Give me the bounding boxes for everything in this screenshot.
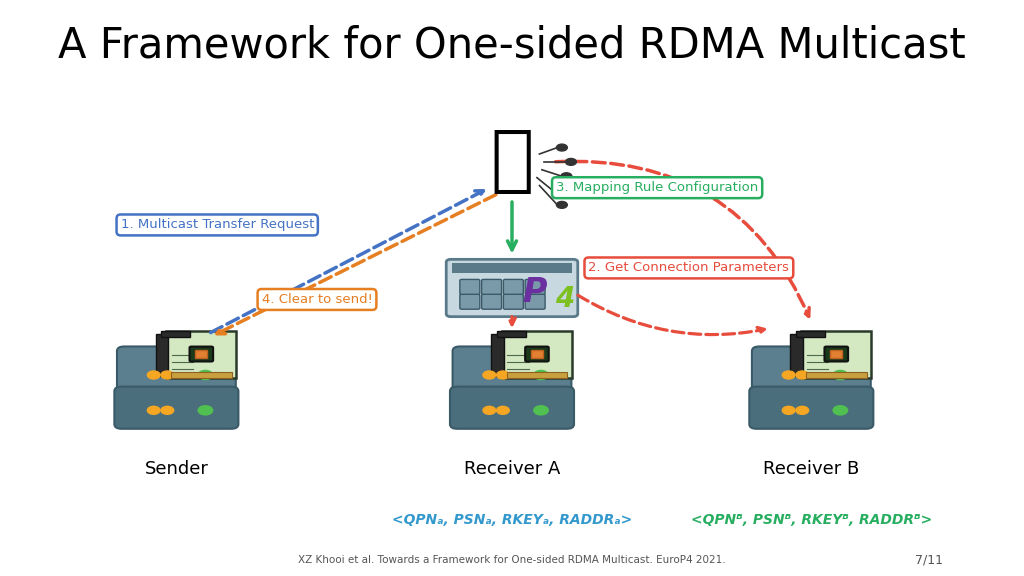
Text: <QPNₐ, PSNₐ, RKEYₐ, RADDRₐ>: <QPNₐ, PSNₐ, RKEYₐ, RADDRₐ>	[392, 513, 632, 527]
Circle shape	[561, 173, 571, 180]
Circle shape	[552, 187, 563, 194]
Circle shape	[782, 371, 795, 379]
Circle shape	[147, 406, 160, 414]
FancyArrowPatch shape	[211, 191, 483, 332]
FancyArrowPatch shape	[508, 202, 516, 250]
FancyBboxPatch shape	[504, 279, 523, 294]
FancyBboxPatch shape	[156, 334, 168, 376]
Circle shape	[161, 406, 174, 414]
FancyBboxPatch shape	[830, 350, 842, 358]
FancyBboxPatch shape	[460, 279, 480, 294]
Text: 2. Get Connection Parameters: 2. Get Connection Parameters	[589, 262, 790, 274]
Text: 4. Clear to send!: 4. Clear to send!	[261, 293, 373, 306]
Circle shape	[565, 158, 577, 165]
Circle shape	[199, 406, 213, 415]
FancyBboxPatch shape	[752, 347, 870, 397]
FancyBboxPatch shape	[189, 347, 213, 362]
Circle shape	[147, 371, 160, 379]
FancyBboxPatch shape	[531, 350, 543, 358]
FancyBboxPatch shape	[504, 294, 523, 309]
Text: 7/11: 7/11	[914, 554, 943, 567]
FancyBboxPatch shape	[750, 386, 873, 429]
FancyArrowPatch shape	[556, 161, 809, 316]
FancyBboxPatch shape	[525, 279, 545, 294]
FancyArrowPatch shape	[217, 195, 496, 334]
Circle shape	[161, 371, 174, 379]
Circle shape	[556, 144, 567, 151]
Circle shape	[497, 371, 509, 379]
FancyBboxPatch shape	[507, 372, 567, 378]
Circle shape	[556, 202, 567, 209]
FancyBboxPatch shape	[791, 334, 803, 376]
Text: Receiver B: Receiver B	[763, 460, 859, 478]
FancyBboxPatch shape	[802, 331, 871, 378]
FancyBboxPatch shape	[492, 334, 504, 376]
FancyBboxPatch shape	[117, 347, 236, 397]
FancyBboxPatch shape	[502, 331, 571, 378]
FancyBboxPatch shape	[525, 294, 545, 309]
FancyBboxPatch shape	[453, 347, 571, 397]
Text: 3. Mapping Rule Configuration: 3. Mapping Rule Configuration	[556, 181, 758, 194]
Circle shape	[782, 406, 795, 414]
Text: 4: 4	[555, 286, 574, 313]
Text: A Framework for One-sided RDMA Multicast: A Framework for One-sided RDMA Multicast	[58, 24, 966, 66]
Text: 1. Multicast Transfer Request: 1. Multicast Transfer Request	[121, 218, 314, 232]
FancyBboxPatch shape	[115, 386, 239, 429]
Circle shape	[534, 370, 548, 380]
FancyBboxPatch shape	[806, 372, 866, 378]
FancyBboxPatch shape	[497, 331, 525, 337]
Circle shape	[483, 371, 496, 379]
Text: Receiver A: Receiver A	[464, 460, 560, 478]
Circle shape	[497, 406, 509, 414]
Text: <QPNᴮ, PSNᴮ, RKEYᴮ, RADDRᴮ>: <QPNᴮ, PSNᴮ, RKEYᴮ, RADDRᴮ>	[691, 513, 932, 527]
FancyBboxPatch shape	[196, 350, 207, 358]
FancyBboxPatch shape	[161, 331, 190, 337]
Text: Sender: Sender	[144, 460, 208, 478]
FancyBboxPatch shape	[450, 386, 574, 429]
FancyBboxPatch shape	[481, 294, 502, 309]
FancyArrowPatch shape	[509, 317, 515, 325]
FancyBboxPatch shape	[167, 331, 237, 378]
Circle shape	[483, 406, 496, 414]
FancyBboxPatch shape	[452, 263, 572, 273]
Text: XZ Khooi et al. Towards a Framework for One-sided RDMA Multicast. EuroP4 2021.: XZ Khooi et al. Towards a Framework for …	[298, 555, 726, 565]
FancyBboxPatch shape	[796, 331, 825, 337]
FancyBboxPatch shape	[525, 347, 549, 362]
Circle shape	[834, 406, 848, 415]
Text: 🧠: 🧠	[490, 127, 534, 196]
FancyBboxPatch shape	[460, 294, 480, 309]
Circle shape	[796, 406, 809, 414]
FancyArrowPatch shape	[578, 295, 764, 335]
FancyBboxPatch shape	[446, 259, 578, 317]
Circle shape	[834, 370, 848, 380]
FancyBboxPatch shape	[481, 279, 502, 294]
FancyBboxPatch shape	[824, 347, 848, 362]
FancyBboxPatch shape	[171, 372, 231, 378]
Circle shape	[534, 406, 548, 415]
Circle shape	[796, 371, 809, 379]
Circle shape	[199, 370, 213, 380]
Text: P: P	[522, 276, 547, 309]
